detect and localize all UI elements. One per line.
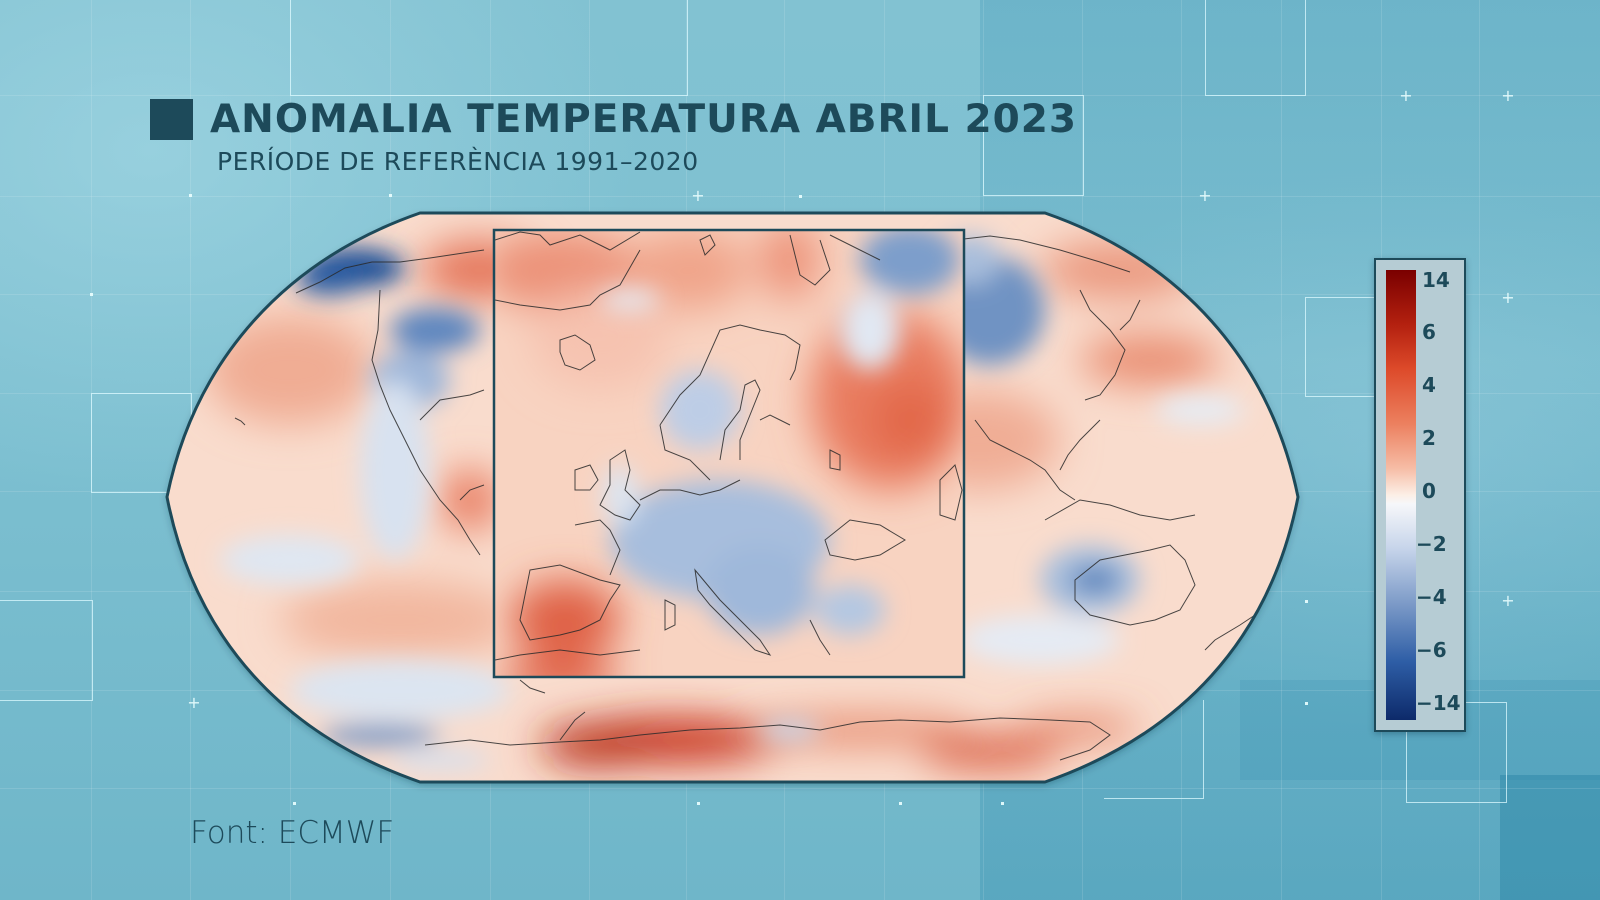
legend-label: 6 [1422,320,1436,344]
decor-dot [1305,702,1308,705]
decor-plus: + [1501,288,1515,307]
source-credit: Font: ECMWF [190,815,395,851]
decor-frame [1104,700,1204,799]
legend-label: 14 [1422,268,1450,292]
decor-frame [290,0,688,96]
decor-plus: + [1399,86,1413,105]
decor-dot [90,293,93,296]
decor-frame [983,95,1084,196]
decor-dot [293,802,296,805]
color-scale-legend: 14 6 4 2 0 −2 −4 −6 −14 [1374,258,1466,732]
decor-plus: + [187,693,201,712]
decor-frame [1305,297,1405,397]
decor-dot [1001,802,1004,805]
decor-plus: + [1198,186,1212,205]
decor-plus: + [1501,591,1515,610]
color-scale-bar [1386,270,1416,720]
decor-dot [189,194,192,197]
decor-dot [1305,600,1308,603]
legend-label: 4 [1422,373,1436,397]
legend-label: −2 [1416,532,1447,556]
decor-dot [799,195,802,198]
decor-plus: + [1501,86,1515,105]
decor-frame [0,600,93,701]
europe-inset-map [492,228,966,679]
decor-dot [697,802,700,805]
page-subtitle: PERÍODE DE REFERÈNCIA 1991–2020 [217,147,699,176]
legend-label: −6 [1416,638,1447,662]
page-title: ANOMALIA TEMPERATURA ABRIL 2023 [210,97,1078,142]
legend-label: 2 [1422,426,1436,450]
decor-plus: + [691,186,705,205]
legend-label: −4 [1416,585,1447,609]
title-marker-icon [150,99,193,140]
decor-dot [899,802,902,805]
decor-frame [1205,0,1306,96]
legend-label: 0 [1422,479,1436,503]
background-corner [1500,775,1600,900]
decor-dot [389,194,392,197]
legend-label: −14 [1416,691,1461,715]
